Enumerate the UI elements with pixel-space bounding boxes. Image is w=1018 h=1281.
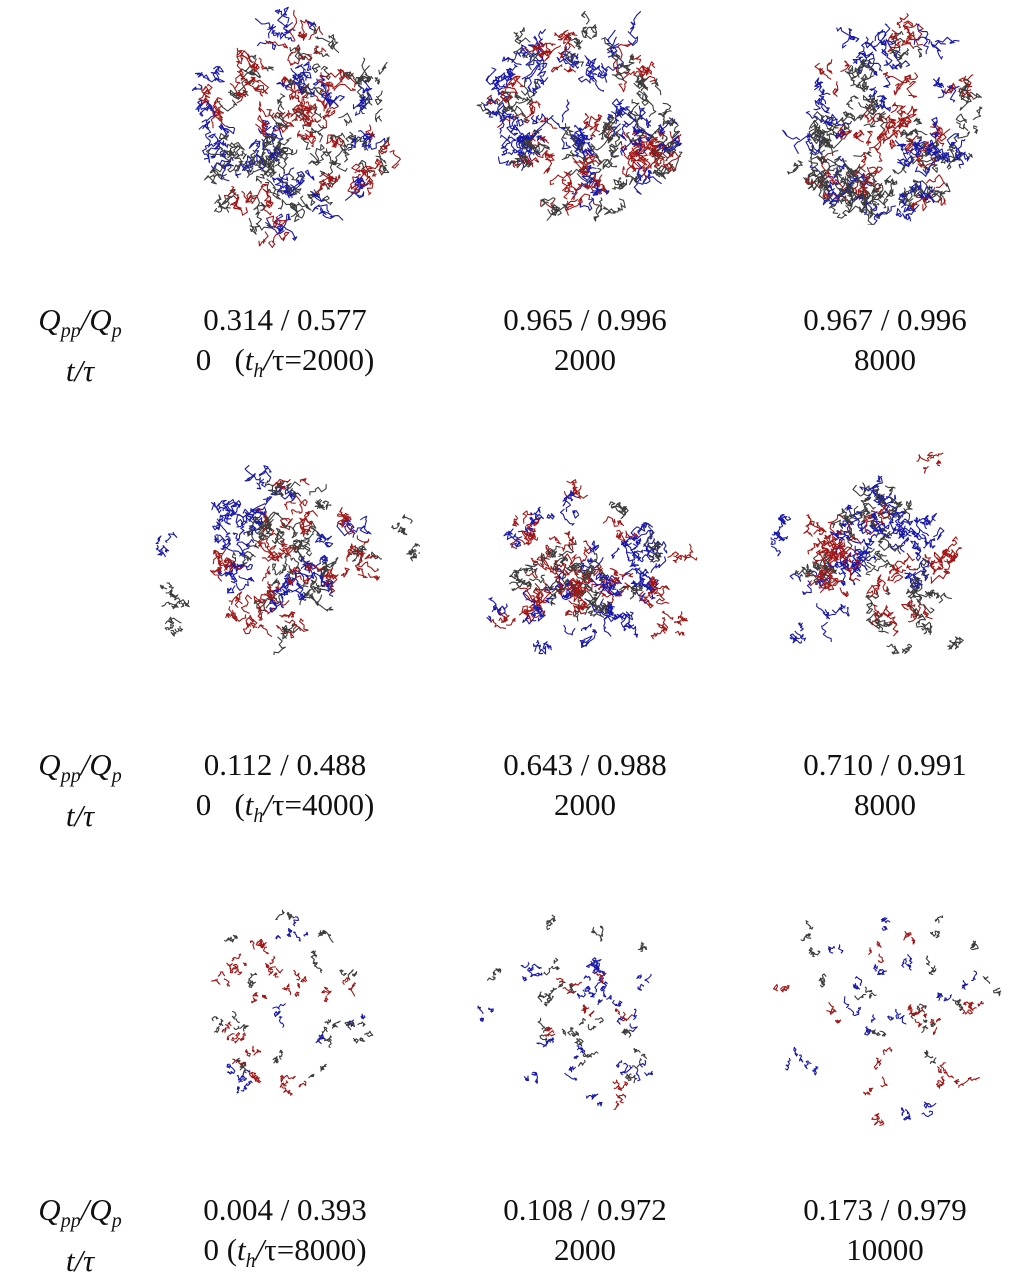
panel-r2-c2 xyxy=(455,450,715,660)
q-ratio: 0.004 / 0.393 xyxy=(203,1192,367,1227)
q-ratio: 0.314 / 0.577 xyxy=(203,302,367,337)
panel-values-r3-c2: 0.108 / 0.972 2000 xyxy=(435,1190,735,1270)
time-value: 8000 xyxy=(854,787,916,822)
q-ratio: 0.643 / 0.988 xyxy=(503,747,667,782)
q-ratio: 0.965 / 0.996 xyxy=(503,302,667,337)
row-label: Qpp/Qp t/τ xyxy=(38,302,122,388)
panel-r1-c1 xyxy=(150,0,440,255)
time-value: 2000 xyxy=(554,787,616,822)
dispersed-capsid-icon xyxy=(211,909,374,1096)
panel-r2-c1 xyxy=(150,445,420,655)
row-label: Qpp/Qp t/τ xyxy=(38,747,122,833)
time-value: 0 (th/τ=4000) xyxy=(195,787,375,827)
panel-r2-c3 xyxy=(770,440,1015,660)
panel-values-r1-c2: 0.965 / 0.996 2000 xyxy=(435,300,735,380)
partial-capsid-icon xyxy=(155,464,420,655)
panel-r3-c3 xyxy=(735,880,1015,1130)
panel-values-r1-c3: 0.967 / 0.996 8000 xyxy=(735,300,1018,380)
panel-r3-c2 xyxy=(455,890,695,1115)
dispersed-capsid-icon xyxy=(477,914,654,1110)
time-value: 0 (th/τ=2000) xyxy=(195,342,375,382)
compact-capsid-icon xyxy=(476,10,683,222)
panel-r3-c1 xyxy=(150,895,420,1110)
panel-values-r3-c1: 0.004 / 0.393 0 (th/τ=8000) xyxy=(135,1190,435,1281)
time-value: 2000 xyxy=(554,1232,616,1267)
q-ratio: 0.710 / 0.991 xyxy=(803,747,967,782)
panel-values-r3-c3: 0.173 / 0.979 10000 xyxy=(735,1190,1018,1270)
panel-values-r2-c2: 0.643 / 0.988 2000 xyxy=(435,745,735,825)
q-ratio: 0.108 / 0.972 xyxy=(503,1192,667,1227)
panel-values-r2-c3: 0.710 / 0.991 8000 xyxy=(735,745,1018,825)
q-ratio: 0.112 / 0.488 xyxy=(203,747,367,782)
time-value: 0 (th/τ=8000) xyxy=(203,1232,367,1272)
partial-capsid-icon xyxy=(770,451,964,655)
compact-capsid-icon xyxy=(191,6,401,248)
q-ratio: 0.967 / 0.996 xyxy=(803,302,967,337)
row-label: Qpp/Qp t/τ xyxy=(38,1192,122,1278)
time-value: 10000 xyxy=(846,1232,924,1267)
q-ratio: 0.173 / 0.979 xyxy=(803,1192,967,1227)
dispersed-capsid-icon xyxy=(772,915,1002,1126)
time-value: 2000 xyxy=(554,342,616,377)
panel-values-r1-c1: 0.314 / 0.577 0 (th/τ=2000) xyxy=(135,300,435,391)
partial-capsid-icon xyxy=(486,479,698,655)
compact-capsid-icon xyxy=(782,12,983,225)
panel-r1-c2 xyxy=(470,10,700,225)
panel-values-r2-c1: 0.112 / 0.488 0 (th/τ=4000) xyxy=(135,745,435,836)
time-value: 8000 xyxy=(854,342,916,377)
panel-r1-c3 xyxy=(770,10,1000,225)
